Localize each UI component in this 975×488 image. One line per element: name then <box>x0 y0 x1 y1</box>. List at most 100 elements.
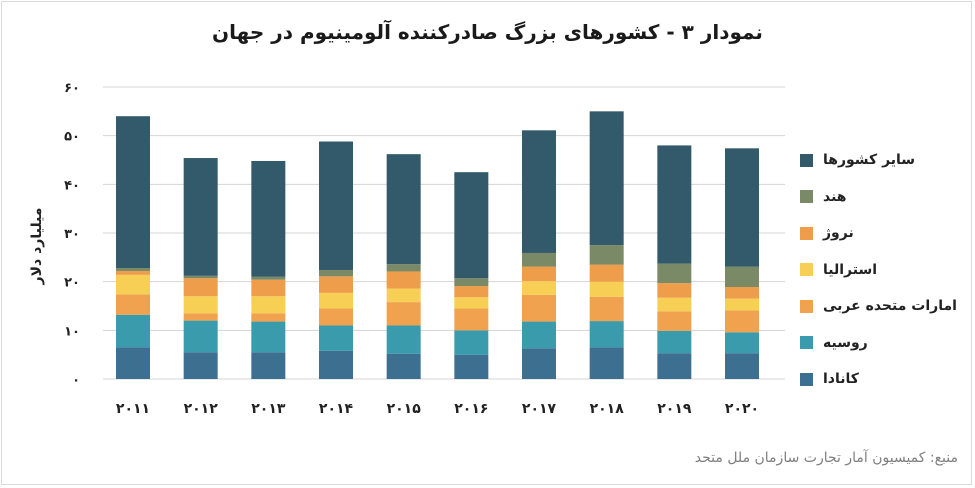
bar-segment <box>589 264 624 282</box>
y-tick-label: ۳۰ <box>64 227 80 242</box>
bar-segment <box>522 281 556 295</box>
bar-segment <box>657 297 692 312</box>
bar-segment <box>116 314 150 348</box>
legend-item: نروژ <box>800 223 854 243</box>
legend-label: نروژ <box>823 225 854 241</box>
bar-segment <box>183 275 218 279</box>
bar-segment <box>183 352 218 379</box>
bar-segment <box>251 296 286 314</box>
bar-segment <box>589 296 624 322</box>
bar-segment <box>251 321 286 353</box>
bar-segment <box>116 268 150 271</box>
bar-segment <box>183 158 218 276</box>
y-tick-label: ۱۰ <box>64 324 80 339</box>
y-tick-label: ۲۰ <box>64 276 80 291</box>
bar-segment <box>116 116 150 269</box>
bar-segment <box>454 354 489 379</box>
bar-segment <box>589 281 624 297</box>
bar-segment <box>319 141 353 270</box>
x-tick-labels: ۲۰۱۱ ۲۰۱۲ ۲۰۱۳ ۲۰۱۴ ۲۰۱۵ ۲۰۱۶ ۲۰۱۷ ۲۰۱۸ ۲۰۱۹ ۲۰۲۰ <box>116 401 759 417</box>
bar-segment <box>522 266 556 282</box>
bar-segment <box>183 278 218 297</box>
legend-item: استرالیا <box>800 260 877 280</box>
bar-segment <box>657 311 692 331</box>
y-tick-label: ۶۰ <box>64 81 80 96</box>
bar-segment <box>589 321 624 348</box>
bar-segment <box>454 330 489 355</box>
bar-segment <box>657 353 692 379</box>
legend-item: هند <box>800 187 847 207</box>
legend-label: کانادا <box>823 371 859 387</box>
bars <box>116 111 759 379</box>
bar-segment <box>183 296 218 314</box>
bar-segment <box>522 252 556 267</box>
bar-segment <box>386 264 421 272</box>
legend-swatch <box>800 336 813 349</box>
bar-segment <box>386 154 421 265</box>
bar-segment <box>454 286 489 298</box>
bar-segment <box>116 347 150 379</box>
bar-segment <box>725 148 759 267</box>
bar-segment <box>454 297 489 309</box>
legend-swatch <box>800 190 813 203</box>
legend-label: روسیه <box>823 334 868 351</box>
source-note: منبع: کمیسیون آمار تجارت سازمان ملل متحد <box>694 450 958 466</box>
legend-item: امارات متحده عربی <box>800 296 957 316</box>
x-tick-label: ۲۰۱۵ <box>387 401 422 417</box>
x-tick-label: ۲۰۱۲ <box>184 401 219 417</box>
bar-segment <box>319 269 353 277</box>
bar-segment <box>454 278 489 287</box>
x-tick-label: ۲۰۱۹ <box>657 401 692 417</box>
y-tick-label: ۴۰ <box>64 178 80 193</box>
legend-swatch <box>800 299 813 313</box>
bar-segment <box>725 298 759 311</box>
x-tick-label: ۲۰۱۸ <box>590 401 625 417</box>
legend-item: روسیه <box>800 333 868 353</box>
bar-segment <box>725 310 759 333</box>
bar-segment <box>116 274 150 295</box>
bar-segment <box>319 292 353 309</box>
bar-segment <box>522 294 556 322</box>
bar-segment <box>522 321 556 349</box>
legend-label: سایر کشورها <box>823 152 916 168</box>
legend-label: استرالیا <box>823 261 878 278</box>
x-tick-label: ۲۰۱۱ <box>116 401 150 417</box>
bar-segment <box>725 287 759 299</box>
bar-segment <box>454 172 489 279</box>
legend-swatch <box>800 372 813 386</box>
bar-segment <box>251 279 286 297</box>
legend-item: کانادا <box>800 369 859 389</box>
x-tick-label: ۲۰۲۰ <box>725 401 759 417</box>
bar-segment <box>386 353 421 379</box>
bar-segment <box>251 160 286 277</box>
bar-segment <box>319 276 353 293</box>
bar-segment <box>116 270 150 275</box>
legend-item: سایر کشورها <box>800 150 915 170</box>
bar-segment <box>522 130 556 253</box>
bar-segment <box>183 313 218 321</box>
bar-segment <box>183 320 218 353</box>
bar-segment <box>251 313 286 322</box>
bar-segment <box>386 288 421 303</box>
y-tick-label: ۵۰ <box>64 130 80 145</box>
bar-segment <box>657 145 692 264</box>
legend-label: هند <box>823 188 847 205</box>
bar-segment <box>251 276 286 280</box>
legend-swatch <box>800 263 813 276</box>
bar-segment <box>386 325 421 354</box>
bar-segment <box>657 263 692 284</box>
bar-segment <box>725 332 759 354</box>
x-tick-label: ۲۰۱۶ <box>454 401 488 417</box>
bar-segment <box>589 347 624 379</box>
bar-segment <box>386 271 421 289</box>
legend-label: امارات متحده عربی <box>823 298 957 314</box>
bar-segment <box>319 325 353 351</box>
x-tick-label: ۲۰۱۴ <box>319 401 354 417</box>
bar-segment <box>725 353 759 379</box>
bar-segment <box>657 330 692 354</box>
bar-segment <box>657 283 692 298</box>
bar-segment <box>251 352 286 379</box>
bar-segment <box>116 294 150 315</box>
